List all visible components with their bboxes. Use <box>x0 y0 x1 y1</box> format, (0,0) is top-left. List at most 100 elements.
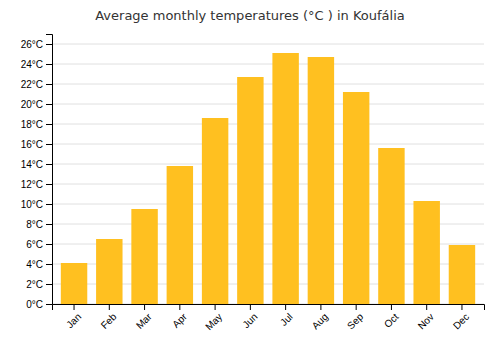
bar <box>61 263 87 304</box>
y-tick: 16°C <box>21 139 52 150</box>
y-axis: 0°C 2°C 4°C 6°C 8°C 10°C 12°C 14°C 16°C 18°C 20°C 2… <box>21 35 53 310</box>
y-tick-label: 4°C <box>26 259 43 270</box>
x-tick-label: Feb <box>99 311 119 331</box>
bar <box>308 57 334 304</box>
y-tick-label: 0°C <box>26 299 43 310</box>
grid-line <box>52 124 484 125</box>
y-tick-label: 12°C <box>21 179 43 190</box>
x-tick-label: Dec <box>451 311 471 331</box>
bar <box>449 245 475 304</box>
x-axis: Jan Feb Mar Apr May Jun Jul Aug Sep Oct Nov Dec <box>53 304 485 332</box>
x-tick-label: Jan <box>64 311 83 330</box>
y-tick: 20°C <box>21 99 52 110</box>
x-tick: Apr <box>170 304 189 330</box>
x-tick-mark <box>179 304 180 310</box>
y-tick-mark <box>46 164 52 165</box>
y-tick-mark <box>46 44 52 45</box>
x-tick: Sep <box>345 304 366 331</box>
x-tick-mark <box>356 304 357 310</box>
x-tick-mark <box>285 304 286 310</box>
bar <box>202 118 228 304</box>
y-tick-label: 2°C <box>26 279 43 290</box>
y-tick-label: 22°C <box>21 79 43 90</box>
y-tick-mark <box>46 124 52 125</box>
x-tick: Jun <box>240 304 259 330</box>
bar <box>378 148 404 304</box>
y-tick: 10°C <box>21 199 52 210</box>
y-tick-label: 6°C <box>26 239 43 250</box>
grid-line <box>52 144 484 145</box>
y-tick: 26°C <box>21 39 52 50</box>
x-axis-line <box>53 305 485 311</box>
bar <box>272 53 298 304</box>
title: Average monthly temperatures (°C ) in Ko… <box>95 8 405 23</box>
y-tick-mark <box>46 104 52 105</box>
x-tick-mark <box>74 304 75 310</box>
x-tick: May <box>203 304 224 332</box>
y-tick-mark <box>46 224 52 225</box>
bars <box>61 53 475 304</box>
grid-line <box>52 104 484 105</box>
x-tick: Jul <box>278 304 295 328</box>
x-tick: Aug <box>310 304 330 331</box>
x-tick: Jan <box>64 304 83 330</box>
y-axis-line <box>46 35 53 305</box>
y-tick: 22°C <box>21 79 52 90</box>
y-tick-mark <box>46 144 52 145</box>
y-tick: 4°C <box>26 259 52 270</box>
x-tick-label: Aug <box>310 311 330 331</box>
y-tick-mark <box>46 264 52 265</box>
x-tick-label: Sep <box>345 311 366 332</box>
y-tick-mark <box>46 204 52 205</box>
x-tick-mark <box>461 304 462 310</box>
x-tick-mark <box>320 304 321 310</box>
y-tick-mark <box>46 244 52 245</box>
x-tick-label: Apr <box>170 311 189 330</box>
grid <box>52 44 484 304</box>
x-tick-label: Jul <box>278 311 295 328</box>
y-tick-label: 14°C <box>21 159 43 170</box>
x-tick-label: Jun <box>240 311 259 330</box>
x-tick-mark <box>215 304 216 310</box>
x-tick: Feb <box>99 304 119 331</box>
x-tick-mark <box>109 304 110 310</box>
grid-line <box>52 184 484 185</box>
y-tick: 12°C <box>21 179 52 190</box>
x-tick: Mar <box>134 304 154 331</box>
x-tick-mark <box>391 304 392 310</box>
y-tick-mark <box>46 304 52 305</box>
x-tick-label: Nov <box>416 311 436 331</box>
y-tick-mark <box>46 184 52 185</box>
y-tick-label: 18°C <box>21 119 43 130</box>
grid-line <box>52 84 484 85</box>
y-tick: 0°C <box>26 299 52 310</box>
y-tick-label: 16°C <box>21 139 43 150</box>
y-tick-label: 20°C <box>21 99 43 110</box>
x-tick-mark <box>250 304 251 310</box>
y-tick: 24°C <box>21 59 52 70</box>
y-tick-mark <box>46 84 52 85</box>
y-tick-label: 24°C <box>21 59 43 70</box>
chart: Average monthly temperatures (°C ) in Ko… <box>0 0 500 350</box>
bar <box>343 92 369 304</box>
bar <box>237 77 263 304</box>
x-tick: Dec <box>451 304 471 331</box>
y-tick: 2°C <box>26 279 52 290</box>
x-tick-label: Mar <box>134 311 154 331</box>
bar <box>131 209 157 304</box>
y-tick: 8°C <box>26 219 52 230</box>
y-tick: 18°C <box>21 119 52 130</box>
x-tick-label: Oct <box>382 311 401 330</box>
grid-line <box>52 64 484 65</box>
y-tick-mark <box>46 64 52 65</box>
grid-line <box>52 164 484 165</box>
x-tick-mark <box>144 304 145 310</box>
x-tick-label: May <box>203 311 224 332</box>
y-tick: 6°C <box>26 239 52 250</box>
y-tick: 14°C <box>21 159 52 170</box>
x-tick: Nov <box>416 304 436 331</box>
x-tick-mark <box>426 304 427 310</box>
bar <box>413 201 439 304</box>
x-tick: Oct <box>382 304 401 330</box>
y-tick-label: 26°C <box>21 39 43 50</box>
